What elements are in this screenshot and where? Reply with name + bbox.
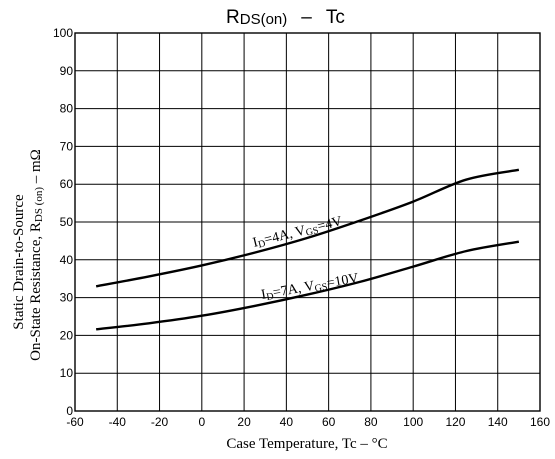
y-axis-label-line1: Static Drain-to-Source <box>11 194 27 330</box>
series-label-7a-10v: ID=7A, VGS=10V <box>260 271 360 304</box>
series-curves <box>95 168 520 331</box>
x-tick-label: 140 <box>488 415 508 429</box>
y-tick-label: 70 <box>60 139 74 153</box>
x-axis-label: Case Temperature, Tc – °C <box>226 436 387 452</box>
x-tick-label: 40 <box>280 415 294 429</box>
grid-lines <box>74 32 541 412</box>
plot-frame <box>74 32 541 412</box>
x-tick-label: 120 <box>445 415 465 429</box>
x-tick-label: 60 <box>322 415 336 429</box>
y-tick-label: 100 <box>53 26 73 40</box>
y-tick-label: 10 <box>60 366 74 380</box>
y-tick-label: 20 <box>60 328 74 342</box>
y-tick-label: 80 <box>60 102 74 116</box>
series-label-4a-4v: ID=4A, VGS=4V <box>251 214 344 252</box>
x-tick-label: 0 <box>198 415 205 429</box>
y-tick-label: 40 <box>60 253 74 267</box>
y-tick-label: 90 <box>60 64 74 78</box>
y-tick-label: 60 <box>60 177 74 191</box>
chart-title: RDS(on) – Tc <box>226 7 345 28</box>
x-tick-label: -20 <box>151 415 169 429</box>
y-tick-label: 50 <box>60 215 74 229</box>
x-tick-label: 160 <box>530 415 550 429</box>
y-tick-labels: 0 10 20 30 40 50 60 70 80 90 100 <box>53 26 73 418</box>
x-tick-label: 100 <box>403 415 423 429</box>
x-tick-label: -60 <box>66 415 84 429</box>
x-tick-label: -40 <box>109 415 127 429</box>
x-tick-label: 20 <box>237 415 251 429</box>
x-tick-label: 80 <box>364 415 378 429</box>
y-tick-label: 30 <box>60 291 74 305</box>
curve-id-4a-vgs-4v <box>95 168 520 288</box>
y-axis-label-line2: On-State Resistance, RDS (on) – mΩ <box>28 149 45 361</box>
curve-id-7a-vgs-10v <box>95 240 520 331</box>
y-tick-label: 0 <box>66 404 73 418</box>
x-tick-labels: -60 -40 -20 0 20 40 60 80 100 120 140 160 <box>66 415 550 429</box>
